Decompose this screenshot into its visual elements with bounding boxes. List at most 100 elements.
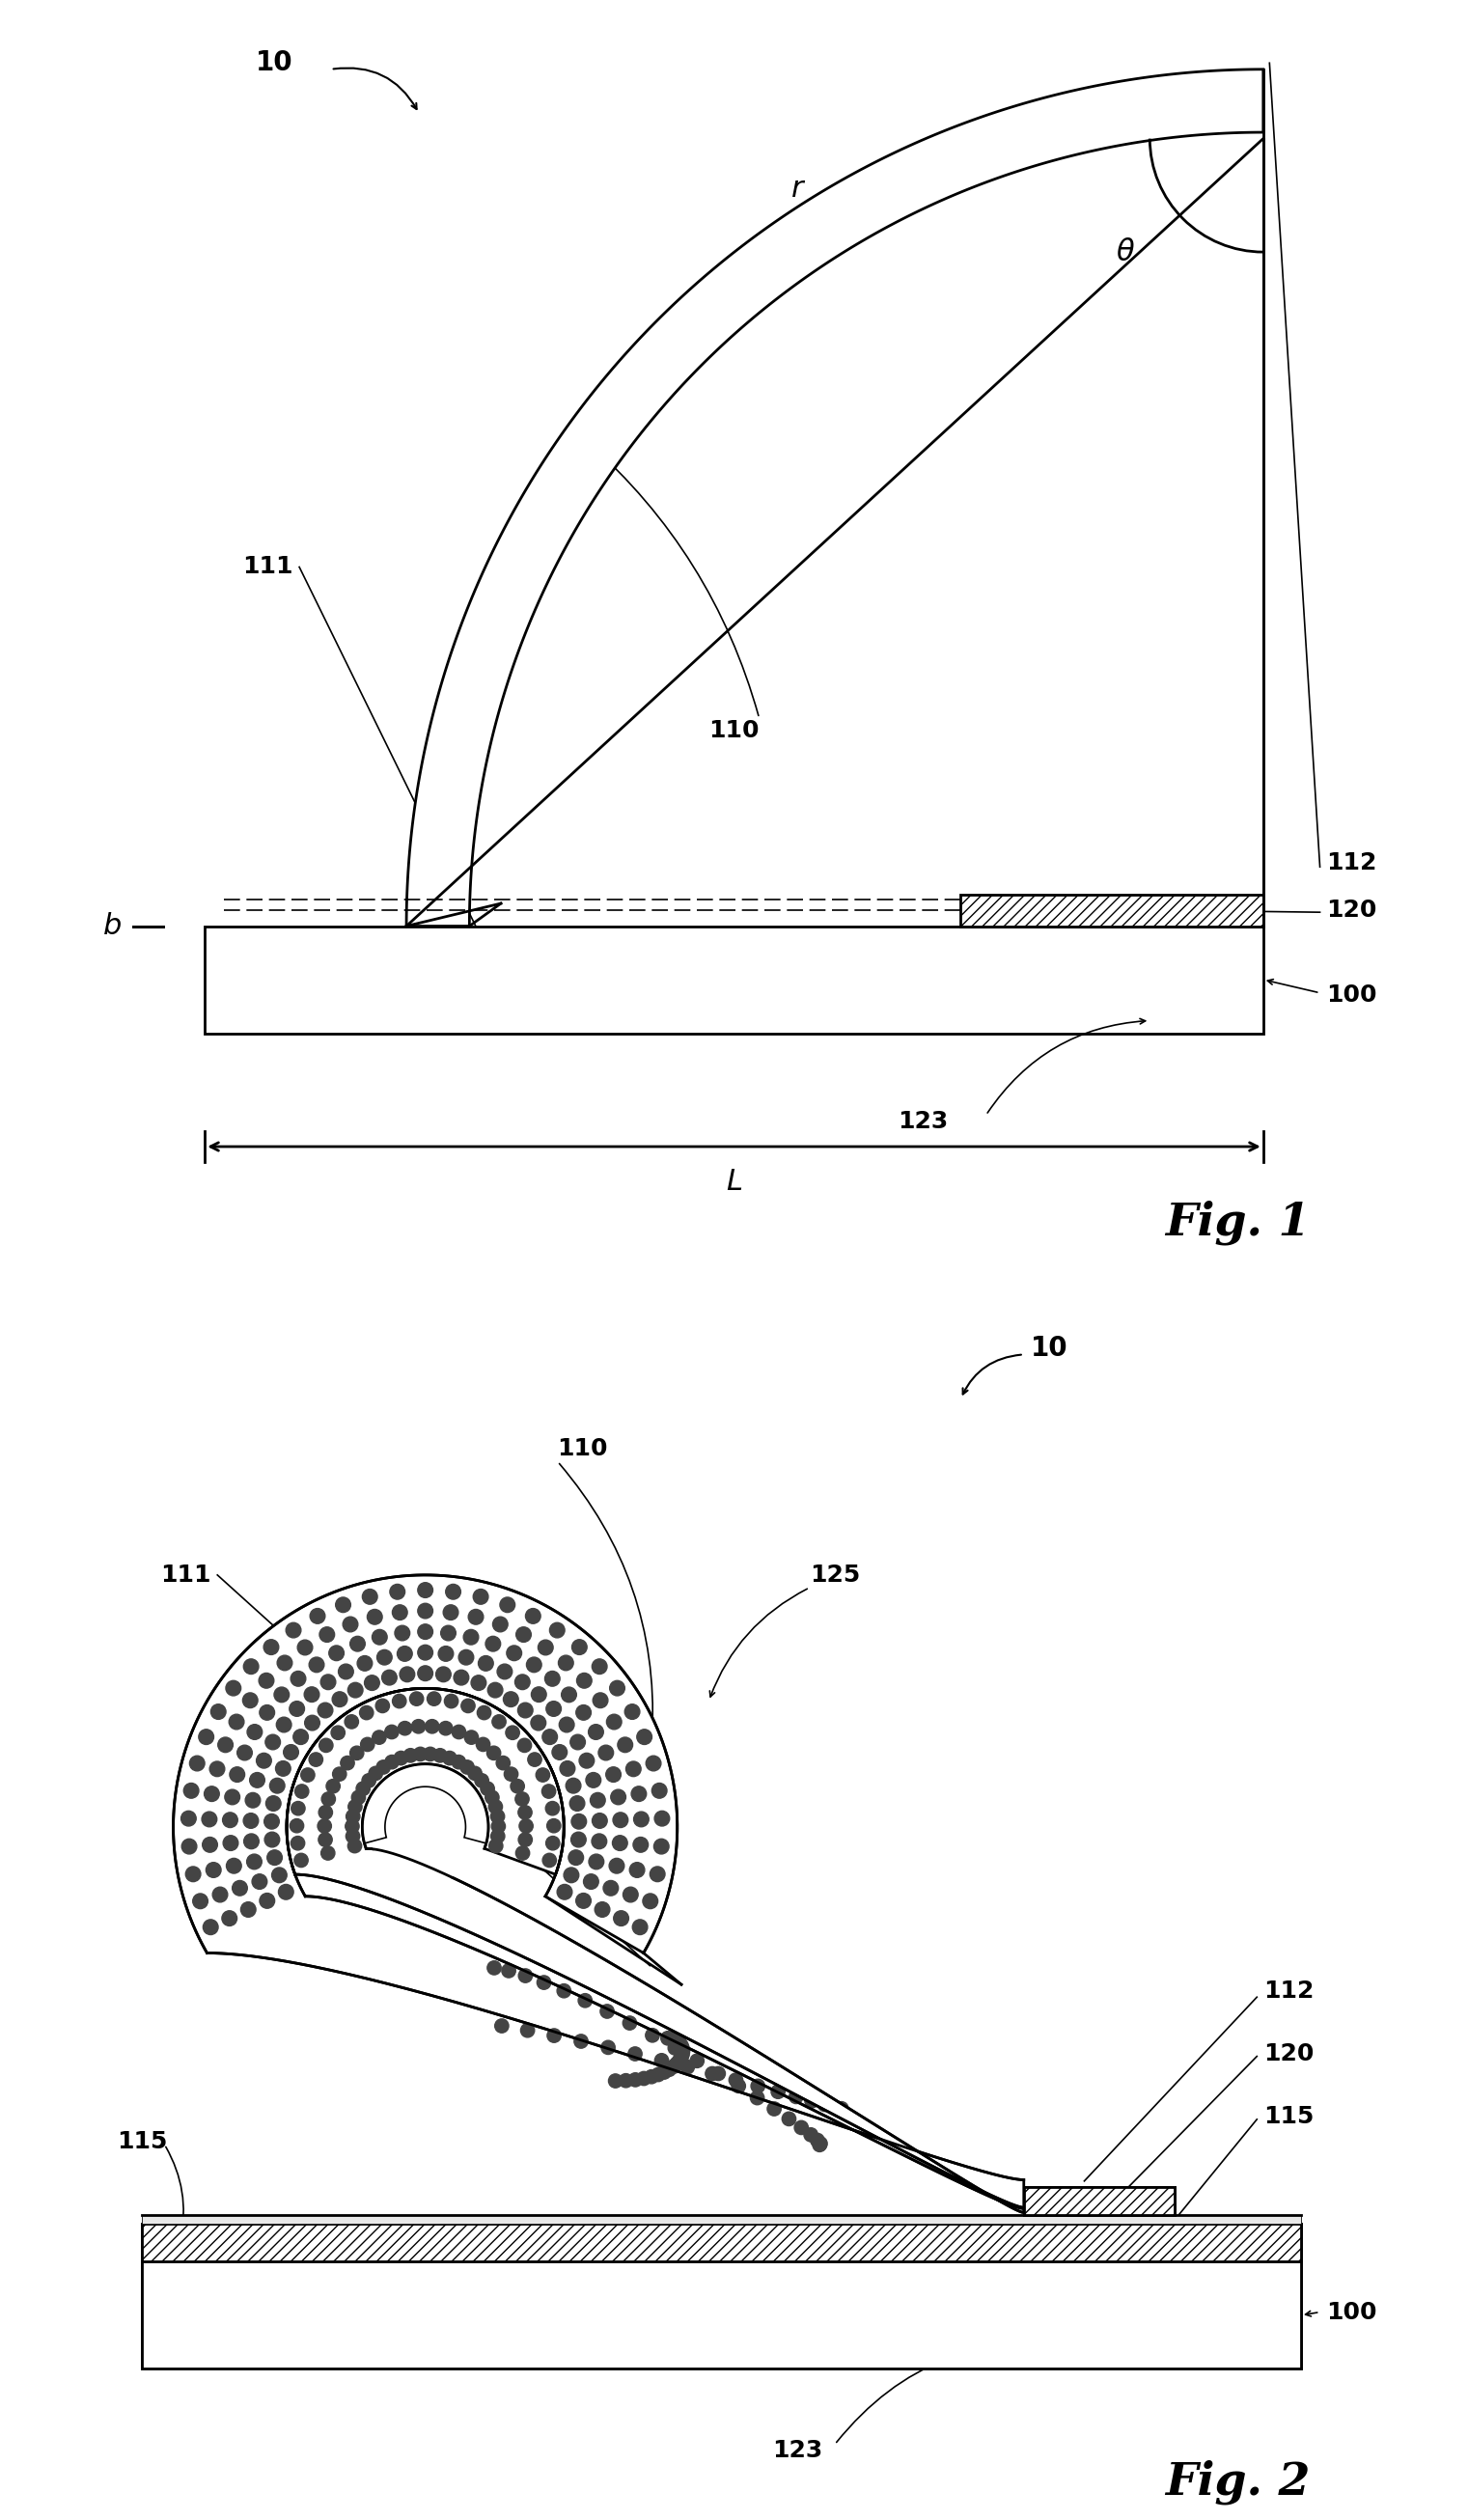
Circle shape xyxy=(264,1641,279,1656)
Circle shape xyxy=(319,1739,333,1751)
Circle shape xyxy=(571,1832,586,1847)
Circle shape xyxy=(201,1812,217,1827)
Circle shape xyxy=(790,2089,803,2104)
Circle shape xyxy=(332,1726,345,1739)
Text: 111: 111 xyxy=(160,1562,211,1588)
Circle shape xyxy=(592,1658,608,1673)
Circle shape xyxy=(609,2074,622,2087)
Circle shape xyxy=(520,1819,533,1832)
Circle shape xyxy=(184,1784,198,1799)
Text: b: b xyxy=(103,912,122,940)
Circle shape xyxy=(542,1729,558,1744)
Circle shape xyxy=(671,2034,684,2049)
Polygon shape xyxy=(363,1764,489,1842)
Circle shape xyxy=(286,1623,301,1638)
Circle shape xyxy=(633,1837,649,1852)
Circle shape xyxy=(242,1693,258,1709)
Circle shape xyxy=(559,1761,575,1777)
Circle shape xyxy=(548,1819,561,1832)
Circle shape xyxy=(592,1814,608,1830)
Circle shape xyxy=(333,1767,346,1782)
Circle shape xyxy=(518,1832,533,1847)
Circle shape xyxy=(561,1686,577,1701)
Circle shape xyxy=(674,2036,687,2051)
Circle shape xyxy=(637,2071,650,2087)
Circle shape xyxy=(363,1774,376,1787)
Circle shape xyxy=(752,2079,765,2094)
Circle shape xyxy=(439,1721,452,1736)
Circle shape xyxy=(289,1819,304,1832)
Circle shape xyxy=(518,1739,531,1751)
Circle shape xyxy=(575,1706,592,1721)
Circle shape xyxy=(351,1792,366,1804)
Circle shape xyxy=(223,1835,238,1850)
Circle shape xyxy=(675,2039,688,2054)
Circle shape xyxy=(250,1772,264,1787)
Circle shape xyxy=(606,1714,621,1729)
Text: Fig. 2: Fig. 2 xyxy=(1166,2460,1311,2505)
Circle shape xyxy=(531,1686,546,1701)
Circle shape xyxy=(794,2122,809,2134)
Circle shape xyxy=(768,2102,781,2117)
Circle shape xyxy=(295,1784,308,1799)
Circle shape xyxy=(486,1792,499,1804)
Circle shape xyxy=(232,1880,248,1895)
Text: Fig. 1: Fig. 1 xyxy=(1166,1200,1311,1245)
Circle shape xyxy=(577,1673,592,1688)
Circle shape xyxy=(653,1840,669,1855)
Circle shape xyxy=(192,1893,208,1908)
Circle shape xyxy=(185,1867,201,1882)
Circle shape xyxy=(628,2046,642,2061)
Circle shape xyxy=(556,1885,573,1900)
Circle shape xyxy=(279,1885,294,1900)
Circle shape xyxy=(247,1855,261,1870)
Circle shape xyxy=(712,2066,725,2082)
Circle shape xyxy=(573,1641,587,1656)
Circle shape xyxy=(317,1704,333,1719)
Circle shape xyxy=(308,1751,323,1767)
Circle shape xyxy=(427,1691,440,1706)
Circle shape xyxy=(272,1867,286,1882)
Bar xyxy=(142,2215,1301,2225)
Text: 100: 100 xyxy=(1326,983,1377,1008)
Text: 110: 110 xyxy=(709,718,759,743)
Circle shape xyxy=(203,1837,217,1852)
Circle shape xyxy=(619,2074,633,2087)
Circle shape xyxy=(418,1666,433,1681)
Circle shape xyxy=(217,1736,233,1751)
Circle shape xyxy=(549,1623,565,1638)
Circle shape xyxy=(426,1719,439,1734)
Circle shape xyxy=(646,1756,661,1772)
Polygon shape xyxy=(368,1772,482,1882)
Circle shape xyxy=(504,1767,518,1782)
Circle shape xyxy=(515,1847,530,1860)
Circle shape xyxy=(730,2074,743,2087)
Circle shape xyxy=(321,1792,335,1807)
Circle shape xyxy=(489,1840,504,1852)
Circle shape xyxy=(661,2031,675,2046)
Circle shape xyxy=(650,1867,665,1882)
Circle shape xyxy=(252,1875,267,1890)
Circle shape xyxy=(570,1797,584,1812)
Circle shape xyxy=(320,1673,336,1688)
Circle shape xyxy=(599,1746,614,1761)
Circle shape xyxy=(487,1746,501,1759)
Circle shape xyxy=(398,1646,413,1661)
Circle shape xyxy=(423,1746,437,1761)
Circle shape xyxy=(382,1671,396,1686)
Text: 110: 110 xyxy=(558,1436,608,1462)
Circle shape xyxy=(637,1729,652,1744)
Circle shape xyxy=(373,1731,386,1744)
Circle shape xyxy=(622,1887,639,1903)
Circle shape xyxy=(291,1837,305,1850)
Circle shape xyxy=(247,1724,263,1739)
Circle shape xyxy=(589,1724,603,1739)
Circle shape xyxy=(238,1746,252,1761)
Circle shape xyxy=(346,1809,360,1824)
Circle shape xyxy=(346,1830,360,1842)
Circle shape xyxy=(289,1701,304,1716)
Circle shape xyxy=(443,1751,457,1764)
Circle shape xyxy=(276,1716,292,1731)
Circle shape xyxy=(526,1608,540,1623)
Circle shape xyxy=(834,2102,849,2114)
